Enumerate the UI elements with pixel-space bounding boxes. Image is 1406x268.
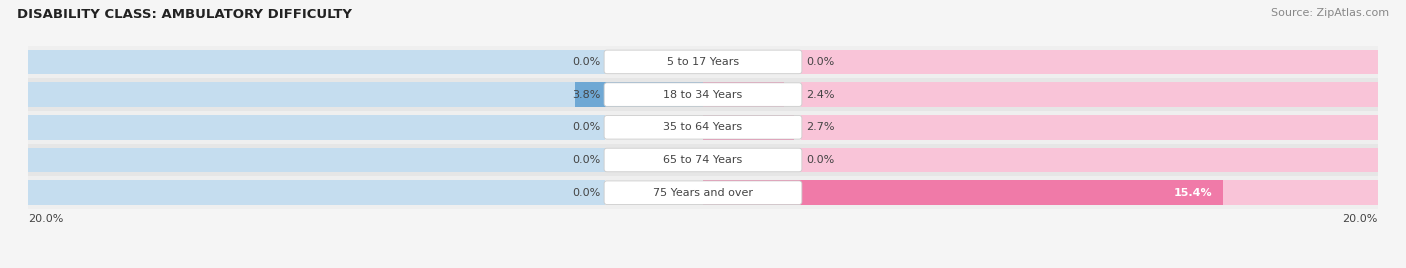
FancyBboxPatch shape [605,116,801,139]
Bar [801,148,1378,172]
Text: 2.4%: 2.4% [806,90,834,100]
FancyBboxPatch shape [605,148,801,172]
Text: 0.0%: 0.0% [806,57,834,67]
Text: 0.0%: 0.0% [572,155,600,165]
Bar [801,180,1378,205]
FancyBboxPatch shape [605,181,801,204]
Bar [28,50,605,74]
Text: 18 to 34 Years: 18 to 34 Years [664,90,742,100]
Text: 65 to 74 Years: 65 to 74 Years [664,155,742,165]
Text: 0.0%: 0.0% [572,188,600,198]
Bar [575,82,703,107]
Bar [28,180,605,205]
Bar [703,180,1223,205]
Bar [28,111,1378,144]
Bar [801,50,1378,74]
Text: 35 to 64 Years: 35 to 64 Years [664,122,742,132]
FancyBboxPatch shape [605,83,801,106]
Bar [28,78,1378,111]
Bar [801,115,1378,140]
Bar [28,148,605,172]
Text: 75 Years and over: 75 Years and over [652,188,754,198]
Bar [801,82,1378,107]
Bar [28,115,605,140]
Bar [28,176,1378,209]
Text: DISABILITY CLASS: AMBULATORY DIFFICULTY: DISABILITY CLASS: AMBULATORY DIFFICULTY [17,8,352,21]
Text: 2.7%: 2.7% [806,122,834,132]
FancyBboxPatch shape [605,50,801,74]
Bar [28,144,1378,176]
Text: 5 to 17 Years: 5 to 17 Years [666,57,740,67]
Text: 0.0%: 0.0% [806,155,834,165]
Bar [703,115,794,140]
Text: Source: ZipAtlas.com: Source: ZipAtlas.com [1271,8,1389,18]
Text: 0.0%: 0.0% [572,57,600,67]
Text: 20.0%: 20.0% [1343,214,1378,224]
Bar [28,82,605,107]
Text: 15.4%: 15.4% [1174,188,1212,198]
Bar [703,82,785,107]
Bar [28,46,1378,78]
Text: 0.0%: 0.0% [572,122,600,132]
Text: 20.0%: 20.0% [28,214,63,224]
Text: 3.8%: 3.8% [572,90,600,100]
